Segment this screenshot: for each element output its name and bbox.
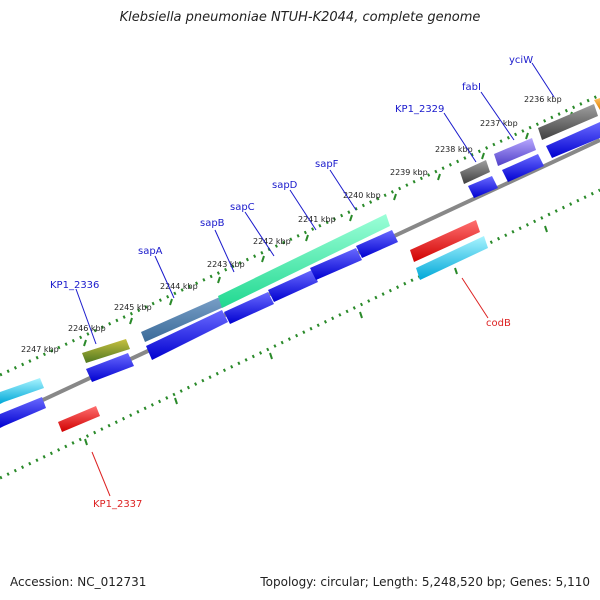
kbp-label: 2238 kbp	[435, 145, 473, 154]
gene-arrow-8[interactable]	[468, 176, 498, 198]
gene-block-orange[interactable]	[594, 98, 600, 110]
kbp-label: 2236 kbp	[524, 95, 562, 104]
kbp-labels: 2247 kbp 2246 kbp 2245 kbp 2244 kbp 2243…	[21, 95, 562, 354]
kbp-label: 2239 kbp	[390, 168, 428, 177]
gene-arrow-5[interactable]	[268, 270, 318, 302]
gene-arrow-codB[interactable]	[410, 220, 480, 262]
kbp-label: 2243 kbp	[207, 260, 245, 269]
gene-block-kp1-2336[interactable]	[82, 339, 130, 363]
gene-arrow-1[interactable]	[0, 397, 46, 428]
gene-arrow-4[interactable]	[224, 292, 274, 324]
gene-leader-lines	[75, 62, 555, 497]
gene-block-cyan-left[interactable]	[0, 378, 44, 404]
kbp-label: 2237 kbp	[480, 119, 518, 128]
gene-label-sapA: sapA	[138, 246, 163, 257]
genome-summary-text: Topology: circular; Length: 5,248,520 bp…	[260, 575, 590, 589]
outer-major-ticks	[83, 111, 573, 347]
gene-arrow-7[interactable]	[356, 230, 398, 258]
gene-block-codB-cyan[interactable]	[416, 236, 488, 280]
gene-arrow-3[interactable]	[146, 310, 228, 360]
forward-gene-row-2	[0, 122, 600, 428]
gene-arrow-2[interactable]	[86, 353, 134, 382]
gene-block-fabI[interactable]	[494, 138, 536, 166]
gene-block-sap-long[interactable]	[218, 214, 390, 308]
gene-block-sapA[interactable]	[141, 296, 226, 342]
gene-label-sapB: sapB	[200, 218, 225, 229]
kbp-label: 2247 kbp	[21, 345, 59, 354]
kbp-label: 2241 kbp	[298, 215, 336, 224]
genome-title: Klebsiella pneumoniae NTUH-K2044, comple…	[119, 10, 481, 25]
gene-block-yciW[interactable]	[538, 104, 598, 140]
accession-text: Accession: NC_012731	[10, 575, 147, 589]
inner-tick-track	[0, 188, 600, 480]
gene-block-kp1-2329[interactable]	[460, 160, 490, 184]
kbp-label: 2246 kbp	[68, 324, 106, 333]
forward-gene-row-1	[0, 98, 600, 404]
inner-major-ticks	[84, 225, 548, 446]
gene-label-codB: codB	[486, 318, 511, 329]
gene-arrow-9[interactable]	[502, 154, 544, 182]
outer-tick-track	[0, 93, 600, 377]
kbp-label: 2244 kbp	[160, 282, 198, 291]
gene-arrow-10[interactable]	[546, 122, 600, 158]
gene-arrow-kp1-2337[interactable]	[58, 406, 100, 432]
kbp-label: 2245 kbp	[114, 303, 152, 312]
gene-label-sapC: sapC	[230, 202, 255, 213]
gene-label-sapF: sapF	[315, 159, 339, 170]
gene-label-kp1-2336: KP1_2336	[50, 280, 99, 291]
gene-label-kp1-2329: KP1_2329	[395, 104, 444, 115]
gene-label-fabI: fabI	[462, 82, 481, 93]
kbp-label: 2240 kbp	[343, 191, 381, 200]
gene-labels: yciW fabI KP1_2329 sapF sapD sapC sapB s…	[50, 55, 533, 510]
gene-arrow-6[interactable]	[310, 248, 362, 280]
reverse-gene-row	[58, 220, 488, 432]
gene-label-sapD: sapD	[272, 180, 298, 191]
kbp-label: 2242 kbp	[253, 237, 291, 246]
gene-label-yciW: yciW	[509, 55, 533, 66]
gene-label-kp1-2337: KP1_2337	[93, 499, 142, 510]
